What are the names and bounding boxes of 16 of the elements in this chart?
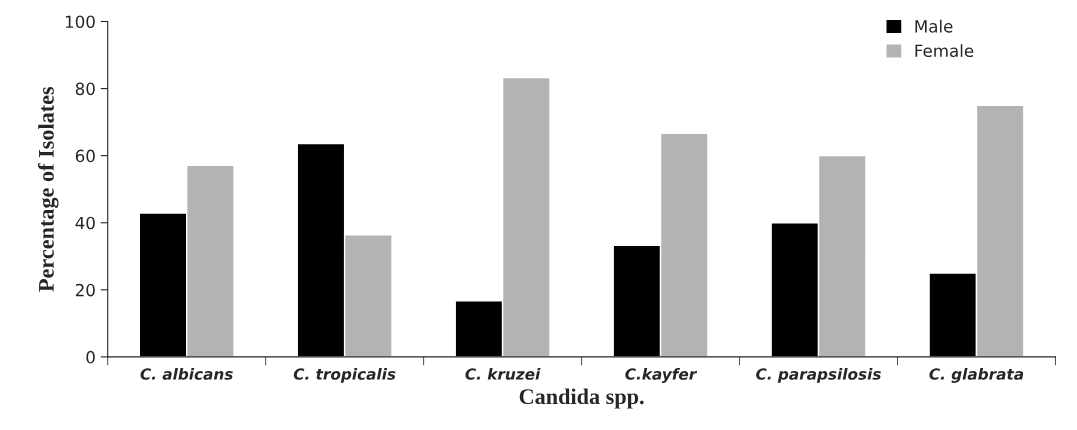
x-tick-label: C. parapsilosis [756,368,881,383]
legend-label: Male [915,19,953,33]
x-tick-label: C. tropicalis [293,368,396,383]
x-tick-label: C. albicans [140,368,233,380]
y-axis-title: Percentage of Isolates [37,86,59,292]
y-tick-label: 60 [75,149,95,163]
legend-label: Female [915,44,974,58]
y-tick-label: 100 [65,15,95,29]
y-tick-label: 20 [75,283,95,297]
x-tick-label: C. glabrata [929,368,1024,383]
y-tick-label: 40 [75,216,95,230]
x-tick-label: C. kruzei [465,368,541,380]
y-tick-label: 80 [75,82,95,96]
y-tick-label: 0 [86,350,95,364]
x-tick-label: C.kayfer [625,368,698,383]
x-axis-title: Candida spp. [519,388,644,409]
